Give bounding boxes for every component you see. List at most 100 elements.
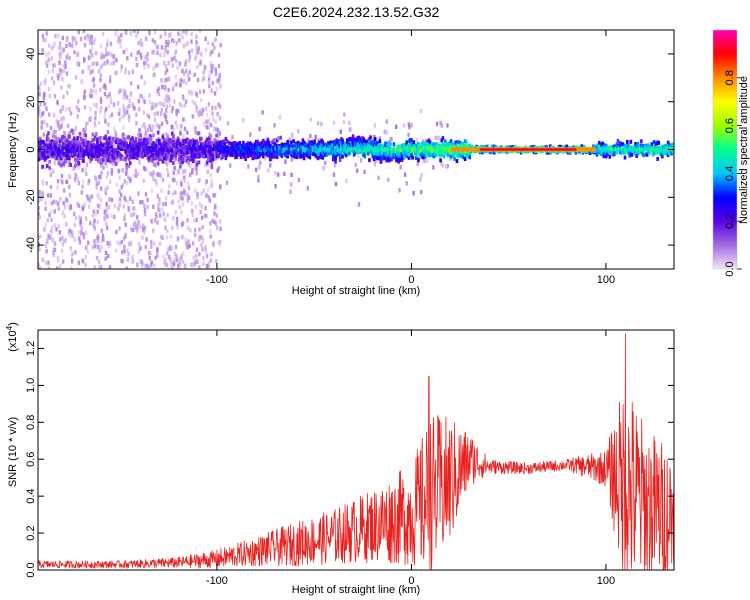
spectrogram-point bbox=[57, 34, 60, 39]
spectrogram-point bbox=[170, 148, 174, 153]
spectrogram-point bbox=[181, 68, 184, 74]
spectrogram-point bbox=[156, 253, 159, 258]
spectrogram-point bbox=[97, 154, 100, 159]
spectrogram-point bbox=[118, 197, 122, 202]
spectrogram-point bbox=[188, 50, 191, 55]
spectrogram-point bbox=[125, 47, 128, 53]
spectrogram-point bbox=[99, 99, 103, 104]
spectrogram-point bbox=[173, 177, 176, 183]
spectrogram-point bbox=[120, 184, 123, 190]
spectrogram-point bbox=[85, 121, 88, 127]
spectrogram-point bbox=[38, 198, 41, 203]
spectrogram-point bbox=[156, 246, 159, 252]
spectrogram-point bbox=[218, 116, 222, 121]
spectrogram-point bbox=[321, 155, 325, 160]
spectrogram-point bbox=[214, 141, 217, 146]
spectrogram-point bbox=[174, 120, 178, 126]
spectrogram-point bbox=[351, 134, 355, 139]
spectrogram-point bbox=[103, 61, 106, 66]
spectrogram-point bbox=[194, 204, 197, 209]
spectrogram-point bbox=[407, 155, 411, 160]
spectrogram-point bbox=[210, 49, 213, 55]
spectrogram-point bbox=[181, 222, 184, 227]
spectrogram-point bbox=[46, 218, 49, 223]
spectrogram-point bbox=[338, 141, 342, 146]
spectrogram-point bbox=[136, 223, 139, 229]
spectrogram-point bbox=[629, 139, 633, 144]
spectrogram-point bbox=[230, 143, 234, 148]
spectrogram-point bbox=[64, 238, 67, 243]
spectrogram-point bbox=[280, 154, 284, 159]
spectrogram-point bbox=[72, 129, 75, 134]
spectrogram-point bbox=[104, 190, 108, 196]
spectrogram-point bbox=[213, 126, 216, 132]
spectrogram-point bbox=[66, 198, 69, 203]
spectrogram-point bbox=[51, 237, 54, 243]
spectrogram-point bbox=[205, 179, 208, 184]
spectrogram-point bbox=[178, 61, 182, 66]
spectrogram-point bbox=[164, 45, 167, 50]
spectrogram-point bbox=[195, 247, 199, 252]
spectrogram-point bbox=[193, 232, 197, 238]
spectrogram-point bbox=[106, 213, 109, 219]
spectrogram-point bbox=[55, 199, 58, 205]
spectrogram-point bbox=[68, 232, 71, 238]
spectrogram-point bbox=[193, 101, 197, 106]
spectrogram-point bbox=[601, 141, 605, 146]
spectrogram-point bbox=[376, 152, 379, 157]
spectrogram-point bbox=[171, 105, 175, 111]
spectrogram-point bbox=[175, 143, 179, 148]
spectrogram-point bbox=[96, 219, 99, 225]
spectrogram-point bbox=[68, 174, 72, 180]
spectrogram-point bbox=[158, 101, 161, 106]
spectrogram-point bbox=[165, 68, 169, 73]
spectrogram-point bbox=[134, 225, 138, 231]
spectrogram-point bbox=[172, 133, 175, 138]
spectrogram-point bbox=[58, 230, 62, 235]
spectrogram-point bbox=[81, 143, 84, 148]
spectrogram-point bbox=[214, 156, 218, 161]
spectrogram-point bbox=[73, 50, 76, 55]
spectrogram-point bbox=[75, 40, 78, 46]
spectrogram-point bbox=[443, 144, 447, 149]
spectrogram-point bbox=[164, 98, 167, 104]
spectrogram-point bbox=[294, 141, 298, 146]
spectrogram-point bbox=[131, 69, 135, 74]
spectrogram-point bbox=[196, 259, 199, 265]
spectrogram-point bbox=[289, 182, 293, 187]
spectrogram-point bbox=[167, 190, 170, 195]
colorbar-tick-label: 0.8 bbox=[724, 70, 736, 85]
spectrogram-point bbox=[217, 52, 221, 58]
spectrogram-point bbox=[179, 78, 183, 83]
spectrogram-point bbox=[53, 160, 57, 166]
spectrogram-point bbox=[199, 108, 202, 114]
spectrogram-point bbox=[414, 156, 418, 161]
spectrogram-point bbox=[48, 165, 51, 170]
spectrogram-point bbox=[48, 43, 51, 48]
spectrogram-point bbox=[273, 123, 276, 128]
spectrogram-point bbox=[47, 69, 51, 75]
spectrogram-point bbox=[77, 180, 81, 186]
spectrogram-point bbox=[83, 35, 87, 41]
spectrogram-point bbox=[634, 142, 637, 147]
spectrogram-point bbox=[187, 138, 190, 143]
spectrogram-point bbox=[440, 138, 444, 143]
spectrogram-point bbox=[174, 138, 178, 143]
spectrogram-point bbox=[92, 77, 96, 82]
spectrogram-point bbox=[38, 262, 41, 268]
spectrogram-point bbox=[167, 76, 171, 82]
spectrogram-point bbox=[76, 136, 79, 141]
spectrogram-point bbox=[60, 248, 64, 254]
spectrogram-point bbox=[606, 151, 609, 156]
spectrogram-point bbox=[71, 40, 75, 46]
spectrogram-point bbox=[57, 206, 60, 211]
spectrogram-point bbox=[127, 156, 131, 161]
spectrogram-point bbox=[228, 163, 232, 168]
spectrogram-point bbox=[164, 108, 168, 113]
spectrogram-point bbox=[161, 202, 165, 207]
spectrogram-point bbox=[657, 140, 661, 145]
spectrogram-point bbox=[229, 148, 232, 153]
spectrogram-point bbox=[52, 248, 55, 253]
spectrogram-point bbox=[186, 218, 189, 223]
